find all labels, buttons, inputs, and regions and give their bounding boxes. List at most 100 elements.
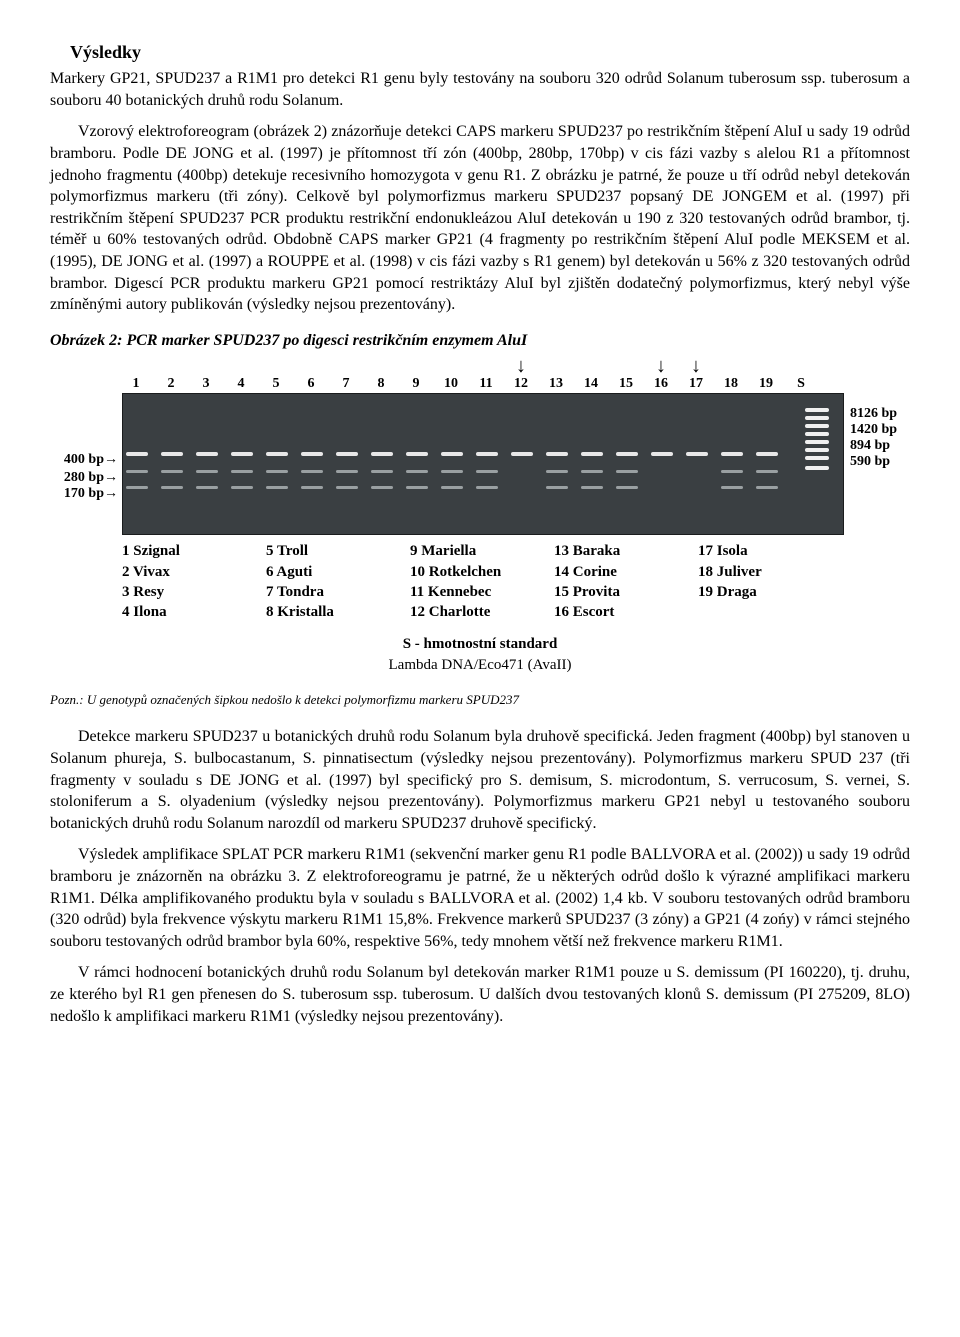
cultivar-label: 17 Isola [698,541,842,561]
cultivar-label: 5 Troll [266,541,410,561]
cultivar-legend: 1 Szignal5 Troll9 Mariella13 Baraka17 Is… [122,541,842,622]
figure-caption: Obrázek 2: PCR marker SPUD237 po digesci… [50,330,910,352]
paragraph-5: V rámci hodnocení botanických druhů rodu… [50,962,910,1027]
gel-band [476,470,498,473]
arrow-down-icon: ↓ [507,353,535,380]
gel-band [161,486,183,489]
cultivar-label: 4 Ilona [122,602,266,622]
bp-label-left: 170 bp→ [50,485,118,504]
gel-band [581,452,603,456]
gel-band [616,470,638,473]
gel-band [476,486,498,489]
gel-band [756,486,778,489]
gel-band [301,486,323,489]
section-title: Výsledky [70,40,910,64]
lane-label: 4 [227,375,255,394]
gel-band [686,452,708,456]
gel-band [511,452,533,456]
gel-area: 400 bp→280 bp→170 bp→ 8126 bp1420 bp894 … [50,393,910,533]
gel-band [546,486,568,489]
cultivar-label: 6 Aguti [266,562,410,582]
gel-band [721,452,743,456]
gel-band [581,486,603,489]
gel-band [756,470,778,473]
ladder-band [805,456,829,460]
gel-band [406,470,428,473]
gel-band [406,486,428,489]
cultivar-label: 7 Tondra [266,582,410,602]
ladder-band [805,448,829,452]
ladder-band [805,416,829,420]
gel-band [266,486,288,489]
gel-band [406,452,428,456]
standard-line1: S - hmotnostní standard [403,636,558,652]
gel-band [231,452,253,456]
gel-band [196,470,218,473]
cultivar-label: 1 Szignal [122,541,266,561]
lane-label: 19 [752,375,780,394]
gel-box [122,393,844,535]
paragraph-intro: Markery GP21, SPUD237 a R1M1 pro detekci… [50,68,910,111]
gel-figure: 12345678910111213141516171819S↓↓↓ 400 bp… [50,363,910,675]
lane-label: 10 [437,375,465,394]
lane-label: 6 [297,375,325,394]
gel-band [196,486,218,489]
cultivar-label [698,602,842,622]
gel-band [371,470,393,473]
gel-band [651,452,673,456]
cultivar-label: 12 Charlotte [410,602,554,622]
gel-band [616,452,638,456]
cultivar-label: 11 Kennebec [410,582,554,602]
cultivar-label: 19 Draga [698,582,842,602]
paragraph-3: Detekce markeru SPUD237 u botanických dr… [50,726,910,834]
gel-band [266,470,288,473]
lane-label: 13 [542,375,570,394]
gel-band [126,486,148,489]
gel-band [126,452,148,456]
lane-label: 1 [122,375,150,394]
cultivar-label: 2 Vivax [122,562,266,582]
gel-band [161,470,183,473]
gel-band [616,486,638,489]
ladder-band [805,408,829,412]
lane-label: 9 [402,375,430,394]
lane-label: 7 [332,375,360,394]
gel-band [581,470,603,473]
lane-label: 18 [717,375,745,394]
lane-label: 3 [192,375,220,394]
gel-band [231,486,253,489]
gel-band [161,452,183,456]
ladder-band [805,432,829,436]
lane-label: 8 [367,375,395,394]
gel-band [266,452,288,456]
cultivar-label: 16 Escort [554,602,698,622]
cultivar-label: 18 Juliver [698,562,842,582]
paragraph-4: Výsledek amplifikace SPLAT PCR markeru R… [50,844,910,952]
lane-label: 2 [157,375,185,394]
bp-label-right: 590 bp [850,453,920,472]
gel-band [301,470,323,473]
figure-footnote: Pozn.: U genotypů označených šipkou nedo… [50,691,910,709]
lane-header: 12345678910111213141516171819S↓↓↓ [122,363,842,393]
paragraph-2: Vzorový elektroforeogram (obrázek 2) zná… [50,121,910,315]
gel-band [721,470,743,473]
gel-band [546,470,568,473]
arrow-down-icon: ↓ [647,353,675,380]
gel-band [231,470,253,473]
gel-band [336,486,358,489]
gel-band [126,470,148,473]
gel-band [196,452,218,456]
cultivar-label: 9 Mariella [410,541,554,561]
cultivar-label: 13 Baraka [554,541,698,561]
cultivar-label: 14 Corine [554,562,698,582]
ladder-band [805,466,829,470]
gel-band [371,486,393,489]
lane-label: 11 [472,375,500,394]
gel-band [476,452,498,456]
ladder-band [805,424,829,428]
cultivar-label: 10 Rotkelchen [410,562,554,582]
lane-label: 5 [262,375,290,394]
standard-line2: Lambda DNA/Eco471 (AvaII) [389,657,572,673]
gel-band [721,486,743,489]
gel-band [756,452,778,456]
